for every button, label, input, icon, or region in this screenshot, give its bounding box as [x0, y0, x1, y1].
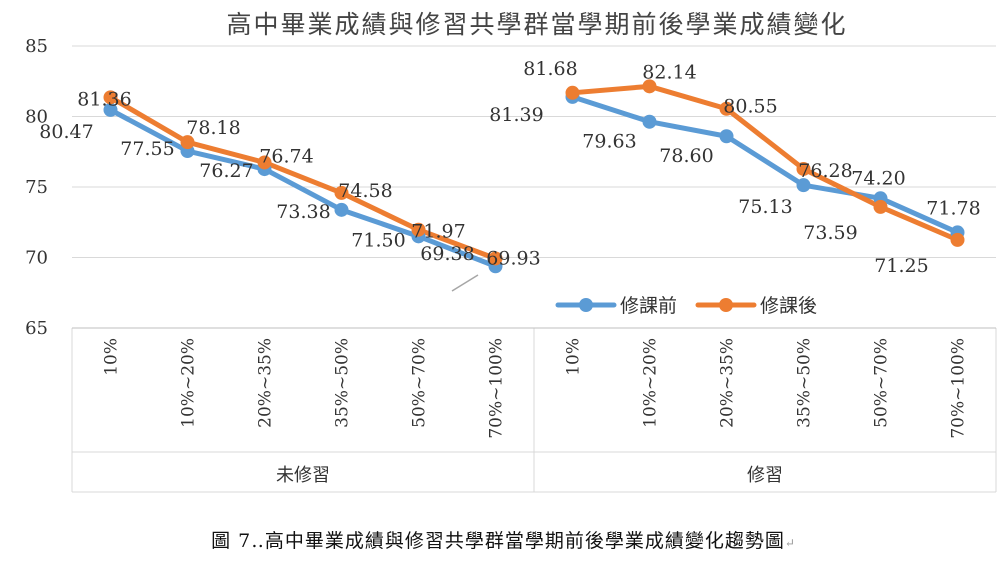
series-line	[108, 94, 498, 261]
legend-label: 修課前	[620, 295, 677, 317]
series-line	[570, 94, 960, 235]
x-tick-label: 50%~70%	[410, 338, 430, 428]
y-tick-label: 65	[25, 318, 48, 339]
legend: 修課前 修課後	[555, 295, 817, 317]
data-point	[796, 161, 811, 176]
data-point	[488, 251, 503, 266]
x-tick-label: 10%~20%	[641, 338, 661, 428]
x-tick-label: 35%~50%	[333, 338, 353, 428]
x-axis: 10% 10%~20% 20%~35% 35%~50% 50%~70% 70%~100% 未…	[71, 327, 997, 493]
data-point	[565, 85, 580, 100]
data-label: 81.68	[523, 58, 577, 80]
series-layer	[103, 79, 965, 274]
data-label: 74.20	[851, 167, 905, 189]
series-line	[108, 107, 498, 269]
x-tick-label: 10%	[102, 338, 122, 376]
figure-caption: 圖 7‥高中畢業成績與修習共學群當學期前後學業成績變化趨勢圖↵	[0, 526, 1007, 553]
y-axis: 65 70 75 80 85	[25, 36, 48, 339]
data-point	[873, 199, 888, 214]
legend-marker	[719, 298, 733, 312]
y-tick-label: 75	[25, 177, 48, 198]
label-leader-line	[451, 274, 479, 292]
data-label: 71.78	[926, 197, 980, 219]
data-label: 71.97	[411, 221, 465, 243]
data-label: 69.38	[420, 243, 474, 265]
data-label: 79.63	[582, 131, 636, 153]
x-tick-label: 70%~100%	[487, 338, 507, 439]
data-label: 76.28	[798, 160, 852, 182]
legend-label: 修課後	[760, 295, 817, 317]
x-tick-label: 35%~50%	[795, 338, 815, 428]
data-label: 74.58	[338, 180, 392, 202]
data-label: 73.38	[276, 201, 330, 223]
data-label: 71.25	[874, 255, 928, 277]
data-label: 76.27	[199, 160, 253, 182]
data-point	[103, 102, 118, 117]
data-label: 80.55	[723, 96, 777, 118]
data-point	[642, 79, 657, 94]
y-tick-label: 80	[25, 107, 48, 128]
data-label: 69.93	[486, 247, 540, 269]
data-point	[257, 155, 272, 170]
figure-caption-text: 圖 7‥高中畢業成績與修習共學群當學期前後學業成績變化趨勢圖	[211, 530, 785, 552]
data-label: 81.39	[489, 104, 543, 126]
data-label: 82.14	[642, 61, 696, 83]
x-tick-label: 70%~100%	[949, 338, 969, 439]
y-tick-label: 85	[25, 36, 48, 57]
x-tick-label: 20%~35%	[718, 338, 738, 428]
x-tick-label: 20%~35%	[256, 338, 276, 428]
data-point	[334, 185, 349, 200]
data-point	[719, 101, 734, 116]
data-label: 75.13	[738, 196, 792, 218]
data-point	[642, 114, 657, 129]
legend-marker	[579, 298, 593, 312]
data-label: 78.60	[659, 145, 713, 167]
data-label: 73.59	[803, 222, 857, 244]
x-tick-label: 10%~20%	[179, 338, 199, 428]
data-point	[103, 90, 118, 105]
data-label: 76.74	[259, 145, 313, 167]
data-point	[334, 202, 349, 217]
x-tick-label: 10%	[564, 338, 584, 376]
chart-title: 高中畢業成績與修習共學群當學期前後學業成績變化	[226, 10, 847, 39]
group-label: 未修習	[276, 465, 330, 486]
group-label: 修習	[747, 465, 783, 486]
paragraph-mark: ↵	[784, 536, 796, 550]
data-label: 80.47	[39, 121, 93, 143]
data-label: 71.50	[351, 229, 405, 251]
data-point	[719, 129, 734, 144]
series-line	[570, 83, 960, 243]
data-point	[180, 135, 195, 150]
data-point	[411, 222, 426, 237]
data-point	[796, 178, 811, 193]
y-tick-label: 70	[25, 248, 48, 269]
data-point	[950, 232, 965, 247]
data-label: 77.55	[120, 138, 174, 160]
data-labels: 80.47 77.55 76.27 73.38 71.50 69.38 81.39 79.63…	[39, 58, 981, 292]
data-label: 78.18	[186, 117, 240, 139]
data-label: 81.36	[77, 88, 131, 110]
x-tick-label: 50%~70%	[872, 338, 892, 428]
